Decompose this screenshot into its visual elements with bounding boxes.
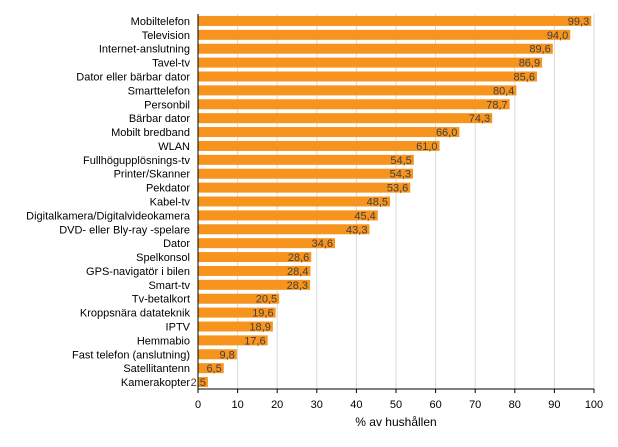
value-label: 28,6 [288, 252, 309, 264]
x-tick-label: 90 [548, 399, 560, 411]
value-label: 89,6 [529, 44, 550, 56]
bar [198, 363, 224, 374]
category-label: Smarttelefon [128, 85, 190, 97]
bar [198, 140, 440, 151]
value-label: 54,5 [390, 155, 411, 167]
category-label: Dator [163, 238, 190, 250]
category-label: Spelkonsol [136, 252, 190, 264]
value-label: 45,4 [354, 210, 375, 222]
bar [198, 252, 312, 263]
bar [198, 377, 208, 388]
x-tick-label: 30 [311, 399, 323, 411]
value-label: 19,6 [252, 308, 273, 320]
category-label: Fast telefon (anslutning) [72, 349, 190, 361]
x-tick-label: 100 [585, 399, 603, 411]
category-label: DVD- eller Bly-ray -spelare [59, 224, 190, 236]
category-label: Mobiltelefon [131, 16, 190, 28]
bar [198, 293, 280, 304]
x-tick-label: 80 [509, 399, 521, 411]
category-label: Smart-tv [148, 280, 190, 292]
category-label: WLAN [158, 141, 190, 153]
category-label: Kabel-tv [150, 197, 191, 209]
x-tick-label: 0 [195, 399, 201, 411]
value-label: 54,3 [390, 169, 411, 181]
bar [198, 279, 311, 290]
bar [198, 85, 517, 96]
category-label: Dator eller bärbar dator [76, 72, 190, 84]
value-label: 17,6 [244, 335, 265, 347]
category-label: Television [142, 30, 190, 42]
category-label: Bärbar dator [129, 113, 190, 125]
value-label: 48,5 [367, 197, 388, 209]
x-tick-label: 40 [350, 399, 362, 411]
value-label: 66,0 [436, 127, 457, 139]
category-label: Internet-anslutning [99, 44, 190, 56]
bar [198, 210, 378, 221]
value-label: 28,4 [287, 266, 308, 278]
x-tick-label: 70 [469, 399, 481, 411]
bar [198, 29, 571, 40]
bar [198, 224, 370, 235]
value-label: 80,4 [493, 85, 514, 97]
value-label: 43,3 [346, 224, 367, 236]
category-label: Kamerakopter [121, 377, 190, 389]
x-tick-label: 10 [231, 399, 243, 411]
category-label: Satellitantenn [123, 363, 190, 375]
value-label: 74,3 [469, 113, 490, 125]
bar [198, 43, 553, 54]
category-label: IPTV [166, 322, 191, 334]
bar [198, 321, 273, 332]
bar [198, 238, 336, 249]
category-label: Tavel-tv [152, 58, 190, 70]
x-tick-label: 20 [271, 399, 283, 411]
category-label: Printer/Skanner [114, 169, 191, 181]
bar [198, 127, 460, 138]
value-label: 85,6 [514, 72, 535, 84]
category-label: Hemmabio [137, 335, 190, 347]
value-label: 9,8 [220, 349, 235, 361]
category-label: Fullhögupplösnings-tv [83, 155, 191, 167]
value-label: 18,9 [249, 322, 270, 334]
value-label: 78,7 [486, 99, 507, 111]
bar [198, 182, 411, 193]
value-label: 28,3 [287, 280, 308, 292]
category-label: Mobilt bredband [111, 127, 190, 139]
bar [198, 99, 510, 110]
category-label: Personbil [144, 99, 190, 111]
bar [198, 71, 537, 82]
value-label: 61,0 [416, 141, 437, 153]
category-label: Digitalkamera/Digitalvideokamera [26, 210, 191, 222]
x-tick-label: 50 [390, 399, 402, 411]
bar [198, 307, 276, 318]
bar [198, 168, 414, 179]
category-label: GPS-navigatör i bilen [86, 266, 190, 278]
bar [198, 265, 311, 276]
x-tick-label: 60 [429, 399, 441, 411]
value-label: 94,0 [547, 30, 568, 42]
value-label: 34,6 [312, 238, 333, 250]
category-label: Tv-betalkort [132, 294, 190, 306]
bar [198, 349, 237, 360]
category-label: Pekdator [146, 183, 190, 195]
bar [198, 113, 493, 124]
bar [198, 335, 268, 346]
bar [198, 15, 592, 26]
bar [198, 57, 543, 68]
value-label: 6,5 [206, 363, 221, 375]
value-label: 86,9 [519, 58, 540, 70]
x-axis-label: % av hushållen [355, 415, 436, 429]
bar [198, 154, 414, 165]
bar [198, 196, 391, 207]
value-label: 20,5 [256, 294, 277, 306]
value-label: 53,6 [387, 183, 408, 195]
value-label: 99,3 [568, 16, 589, 28]
category-label: Kroppsnära datateknik [80, 308, 191, 320]
